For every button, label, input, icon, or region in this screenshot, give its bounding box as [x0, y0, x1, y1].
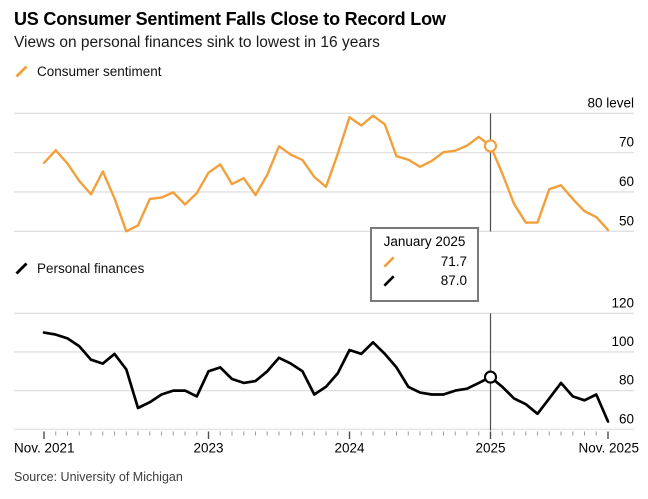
sentiment-slash-line [15, 65, 28, 78]
sentiment-line[interactable] [42, 114, 610, 233]
highlight-marker[interactable] [483, 370, 498, 384]
y-axis-label: 80 [619, 373, 634, 388]
y-axis-label: 60 [619, 411, 634, 426]
tooltip-row-sentiment: 71.7 [382, 252, 467, 271]
tooltip-finances-value: 87.0 [440, 273, 467, 288]
hover-tooltip: January 2025 71.7 87.0 [370, 227, 479, 302]
x-axis-label: Nov. 2021 [14, 441, 75, 456]
y-axis-label: 100 [611, 334, 634, 349]
x-axis-label: 2024 [334, 441, 365, 456]
source-note: Source: University of Michigan [14, 470, 183, 484]
legend-label: Personal finances [37, 261, 145, 276]
tooltip-sentiment-value: 71.7 [440, 254, 467, 269]
y-axis-label: 70 [619, 135, 634, 150]
tooltip-date: January 2025 [383, 234, 466, 249]
legend-consumer-sentiment: Consumer sentiment [14, 64, 162, 79]
finances-slash-line [383, 274, 395, 287]
page-subtitle: Views on personal finances sink to lowes… [14, 34, 380, 51]
legend-personal-finances: Personal finances [14, 261, 144, 276]
x-axis-label: 2023 [193, 441, 223, 456]
y-axis-label: 120 [611, 295, 634, 310]
legend-label: Consumer sentiment [37, 64, 162, 79]
x-axis-label: 2025 [475, 441, 505, 456]
finances-slash-line [15, 262, 28, 275]
page-title: US Consumer Sentiment Falls Close to Rec… [14, 9, 446, 29]
highlight-marker[interactable] [483, 139, 498, 153]
y-axis-label: 60 [619, 174, 634, 189]
sentiment-slash-icon [15, 65, 28, 78]
y-axis-label: 50 [619, 213, 634, 228]
sentiment-slash-line [383, 255, 395, 268]
finances-slash-icon [15, 262, 28, 275]
tooltip-row-finances: 87.0 [382, 271, 467, 290]
finances-line[interactable] [42, 331, 610, 423]
x-axis-label: Nov. 2025 [578, 441, 639, 456]
finances-slash-icon [383, 274, 395, 287]
sentiment-slash-icon [383, 255, 395, 268]
y-axis-label: 80 level [587, 95, 634, 110]
